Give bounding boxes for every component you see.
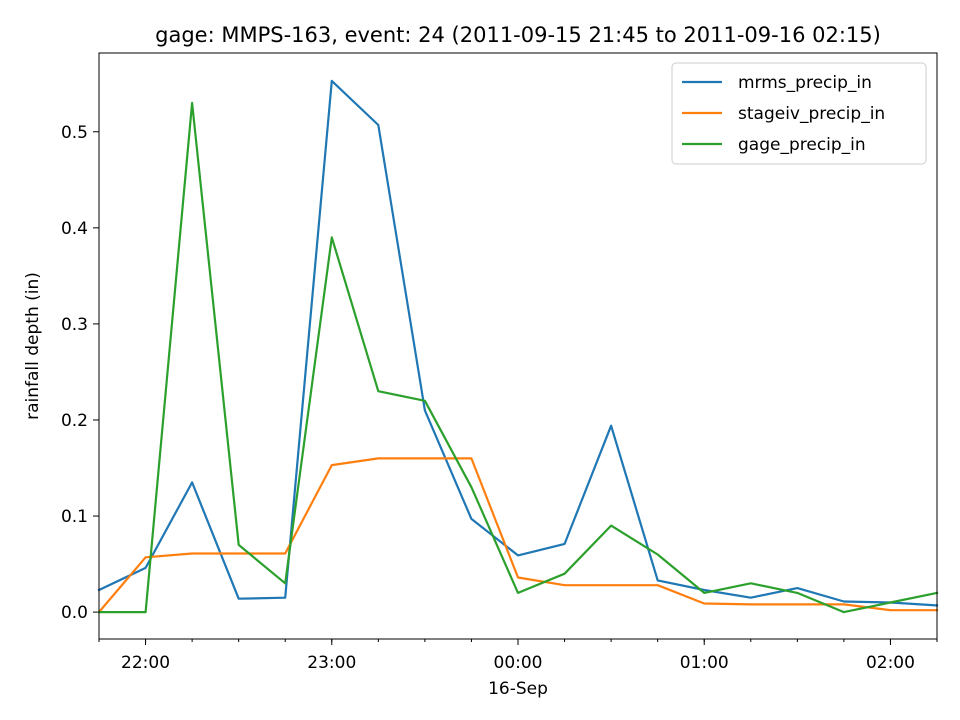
x-tick-label: 02:00: [866, 653, 915, 673]
series-lines: [97, 79, 939, 614]
y-tick-label: 0.1: [61, 507, 88, 527]
plot-frame: [98, 52, 938, 640]
legend-label: stageiv_precip_in: [738, 104, 885, 124]
y-axis-label: rainfall depth (in): [23, 272, 43, 420]
x-axis-ticks: 22:00 23:00 00:00 01:00 02:00: [98, 639, 938, 673]
legend-box: [671, 62, 927, 165]
legend-label: gage_precip_in: [738, 135, 866, 155]
y-tick-label: 0.5: [61, 123, 88, 143]
chart-title: gage: MMPS-163, event: 24 (2011-09-15 21…: [155, 23, 881, 47]
x-axis-date-label: 16-Sep: [488, 679, 548, 699]
y-tick-label: 0.0: [61, 603, 88, 623]
y-tick-label: 0.3: [61, 315, 88, 335]
x-tick-label: 23:00: [307, 653, 356, 673]
legend: mrms_precip_in stageiv_precip_in gage_prec…: [671, 62, 927, 165]
x-tick-label: 01:00: [680, 653, 729, 673]
legend-label: mrms_precip_in: [738, 73, 872, 93]
y-axis-ticks: 0.0 0.1 0.2 0.3 0.4 0.5: [61, 123, 99, 623]
x-tick-label: 22:00: [121, 653, 170, 673]
series-line-mrms-precip-in: [97, 79, 939, 607]
x-tick-label: 00:00: [494, 653, 543, 673]
y-tick-label: 0.4: [61, 219, 88, 239]
y-tick-label: 0.2: [61, 411, 88, 431]
series-line-stageiv-precip-in: [97, 457, 939, 614]
series-line-gage-precip-in: [97, 101, 939, 614]
